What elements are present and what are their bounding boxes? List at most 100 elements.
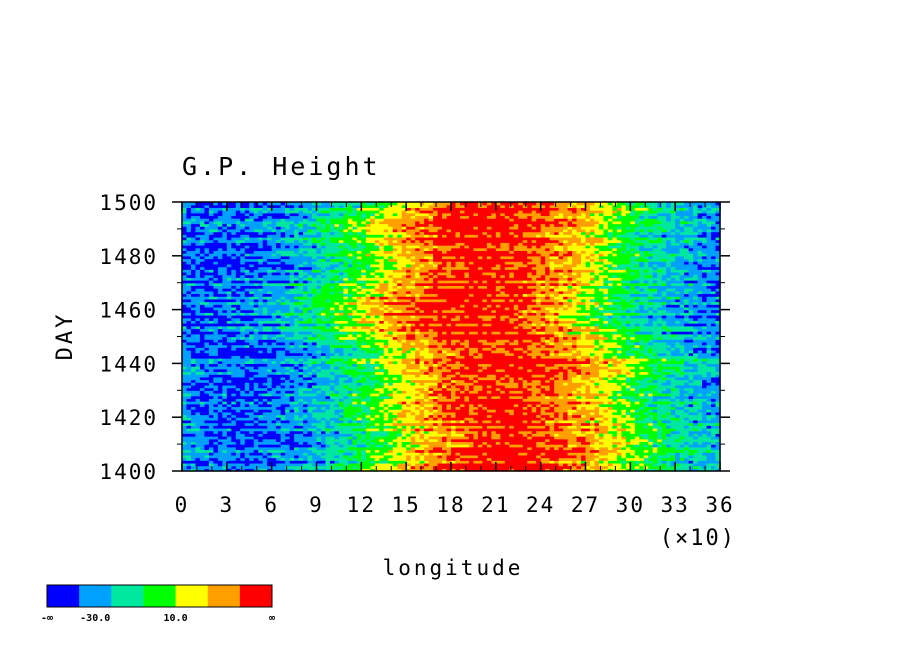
heatmap-cell — [504, 457, 510, 461]
heatmap-cell — [625, 409, 631, 413]
heatmap-cell — [549, 419, 555, 424]
heatmap-cell — [661, 446, 667, 451]
heatmap-cell — [688, 427, 694, 432]
heatmap-cell — [240, 438, 246, 443]
heatmap-cell — [410, 460, 416, 464]
heatmap-cell — [473, 468, 479, 472]
heatmap-cell — [603, 465, 609, 469]
heatmap-cell — [190, 401, 197, 405]
heatmap-cell — [616, 384, 622, 389]
heatmap-cell — [576, 436, 582, 440]
heatmap-cell — [545, 390, 551, 394]
heatmap-cell — [576, 468, 582, 472]
heatmap-cell — [572, 417, 578, 421]
heatmap-cell — [657, 452, 663, 456]
heatmap-cell — [334, 465, 340, 469]
heatmap-cell — [585, 430, 591, 434]
heatmap-cell — [603, 376, 609, 381]
heatmap-cell — [415, 414, 421, 418]
heatmap-cell — [446, 441, 452, 445]
heatmap-cell — [652, 411, 658, 416]
heatmap-cell — [666, 441, 672, 445]
heatmap-cell — [195, 419, 201, 424]
heatmap-cell — [545, 441, 551, 445]
heatmap-cell — [415, 433, 421, 437]
heatmap-cell — [253, 398, 259, 402]
heatmap-cell — [558, 452, 564, 456]
heatmap-cell — [195, 422, 201, 426]
heatmap-cell — [397, 392, 403, 397]
heatmap-cell — [477, 392, 483, 397]
heatmap-cell — [527, 376, 533, 381]
heatmap-cell — [585, 401, 591, 405]
heatmap-cell — [316, 449, 322, 453]
heatmap-cell — [262, 465, 268, 469]
heatmap-cell — [280, 398, 286, 402]
heatmap-cell — [607, 462, 613, 467]
heatmap-cell — [477, 374, 483, 378]
heatmap-cell — [531, 436, 537, 440]
heatmap-cell — [661, 368, 667, 373]
heatmap-cell — [343, 371, 349, 375]
heatmap-cell — [504, 387, 510, 391]
heatmap-cell — [518, 444, 524, 448]
heatmap-cell — [320, 457, 327, 461]
heatmap-cell — [634, 425, 640, 429]
heatmap-cell — [419, 379, 425, 383]
heatmap-cell — [518, 449, 524, 453]
heatmap-cell — [500, 390, 506, 394]
heatmap-cell — [325, 419, 331, 424]
heatmap-cell — [383, 449, 389, 453]
heatmap-cell — [280, 422, 286, 426]
heatmap-cell — [199, 468, 206, 472]
heatmap-cell — [558, 446, 564, 451]
heatmap-cell — [554, 417, 560, 421]
heatmap-cell — [352, 444, 358, 448]
heatmap-cell — [182, 452, 188, 456]
heatmap-cell — [446, 374, 452, 378]
heatmap-cell — [289, 419, 295, 424]
heatmap-cell — [222, 387, 228, 391]
heatmap-cell — [536, 422, 542, 426]
heatmap-cell — [446, 462, 452, 467]
heatmap-cell — [361, 398, 367, 402]
heatmap-cell — [401, 368, 407, 373]
heatmap-cell — [343, 460, 349, 464]
heatmap-cell — [549, 433, 555, 437]
heatmap-cell — [303, 444, 309, 448]
heatmap-cell — [563, 438, 569, 443]
heatmap-cell — [468, 382, 475, 386]
heatmap-cell — [208, 438, 214, 443]
heatmap-cell — [639, 441, 645, 445]
heatmap-cell — [518, 425, 524, 429]
heatmap-cell — [558, 406, 564, 410]
heatmap-cell — [540, 368, 546, 373]
heatmap-cell — [374, 387, 380, 391]
heatmap-cell — [253, 411, 259, 416]
heatmap-cell — [383, 411, 389, 416]
heatmap-cell — [670, 395, 676, 399]
heatmap-cell — [406, 444, 412, 448]
heatmap-cell — [217, 430, 223, 434]
heatmap-cell — [509, 395, 515, 399]
heatmap-cell — [271, 446, 277, 451]
heatmap-cell — [540, 379, 546, 383]
heatmap-cell — [589, 382, 596, 386]
heatmap-cell — [675, 379, 681, 383]
heatmap-cell — [401, 371, 407, 375]
heatmap-cell — [500, 384, 506, 389]
heatmap-cell — [415, 436, 421, 440]
heatmap-cell — [661, 371, 667, 375]
heatmap-cell — [459, 449, 466, 453]
heatmap-cell — [500, 368, 506, 373]
heatmap-cell — [446, 433, 452, 437]
heatmap-cell — [352, 374, 358, 378]
heatmap-cell — [253, 376, 259, 381]
heatmap-cell — [352, 411, 358, 416]
heatmap-cell — [473, 433, 479, 437]
heatmap-cell — [477, 444, 483, 448]
heatmap-cell — [410, 414, 416, 418]
heatmap-cell — [240, 430, 246, 434]
heatmap-cell — [679, 430, 685, 434]
heatmap-cell — [576, 382, 582, 386]
